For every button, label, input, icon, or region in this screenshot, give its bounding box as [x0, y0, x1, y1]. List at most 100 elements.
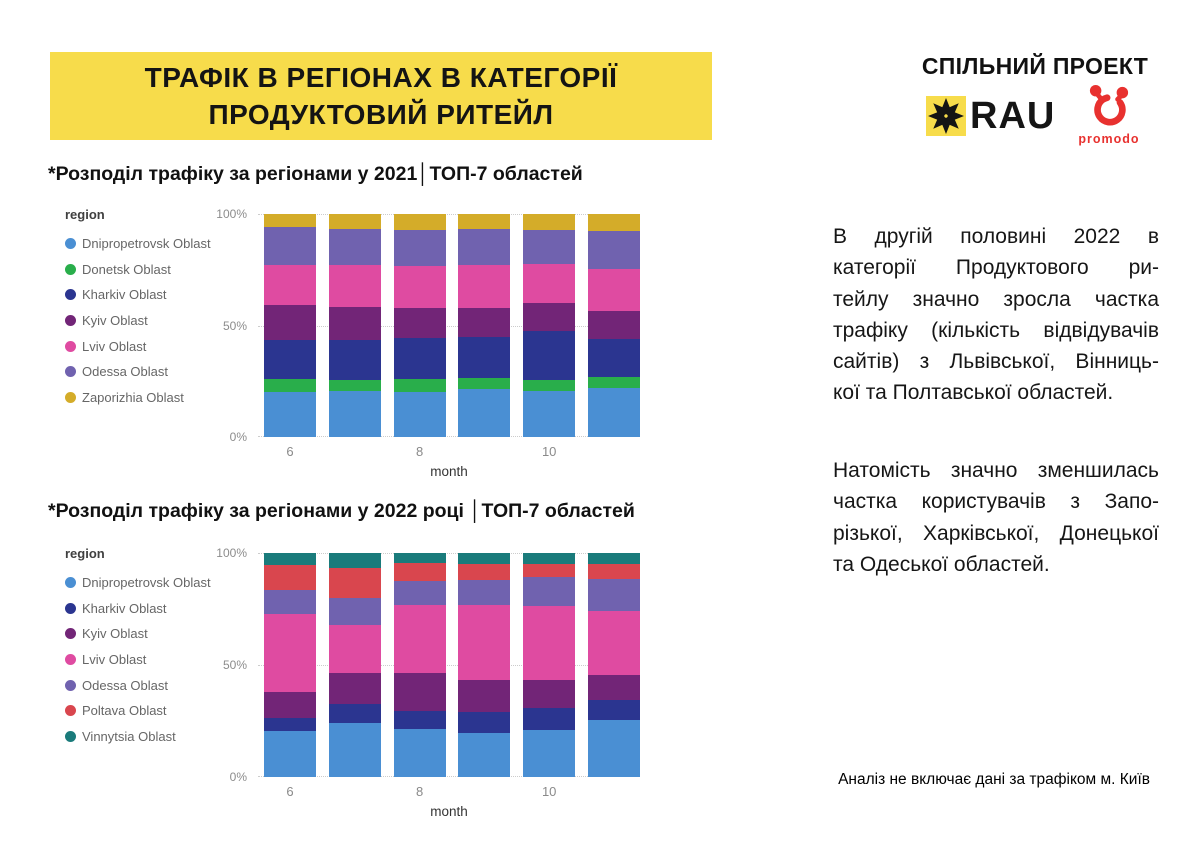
bar-segment: [328, 704, 381, 724]
bar-segment: [393, 266, 446, 308]
legend-item: Lviv Oblast: [65, 333, 245, 359]
y-tick: 0%: [229, 430, 247, 444]
text-line: різької, Харківської, Донецької: [833, 521, 1159, 545]
x-tick: [588, 444, 640, 459]
legend-label: Odessa Oblast: [82, 677, 168, 693]
chart-2022-plot: 100% 50% 0% 6 8 10 month: [216, 546, 640, 819]
legend-item: Kyiv Oblast: [65, 621, 245, 647]
bar-segment: [393, 672, 446, 711]
bar-segment: [393, 229, 446, 267]
legend-item: Dnipropetrovsk Oblast: [65, 570, 245, 596]
legend-label: Kharkiv Oblast: [82, 600, 167, 616]
legend-dot-icon: [65, 366, 76, 378]
text-line: частка користувачів з Запо-: [833, 490, 1159, 514]
legend-dot-icon: [65, 238, 76, 250]
bar-segment: [393, 337, 446, 380]
bar-segment: [328, 228, 381, 266]
bar-segment: [587, 311, 640, 339]
promodo-logo-text: promodo: [1078, 132, 1140, 146]
bar-segment: [328, 214, 381, 229]
bar-segment: [393, 563, 446, 582]
bar-segment: [523, 264, 576, 304]
x-tick: 8: [415, 784, 424, 799]
bar-segment: [393, 581, 446, 605]
text-line: тейлу значно зросла частка: [833, 287, 1159, 311]
partner-project-label: СПІЛЬНИЙ ПРОЕКТ: [921, 53, 1149, 79]
legend-label: Lviv Oblast: [82, 652, 147, 668]
bar-segment: [587, 338, 640, 377]
insight-paragraph-2: Натомість значно зменшилась частка корист…: [833, 455, 1159, 580]
text-line: трафіку (кількість відвідувачів: [833, 318, 1159, 342]
legend-label: Dnipropetrovsk Oblast: [82, 236, 211, 252]
bar-segment: [393, 553, 446, 564]
bar-segment: [393, 307, 446, 338]
text-line: В другій половині 2022 в: [833, 225, 1159, 248]
rau-logo: RAU: [926, 96, 1055, 136]
gridline-50: [258, 325, 640, 327]
legend-item: Kharkiv Oblast: [65, 596, 245, 622]
bar-segment: [328, 391, 381, 437]
stacked-bar-month-6: [264, 553, 316, 777]
stacked-bar-month-7: [328, 214, 381, 437]
x-axis-label: month: [430, 464, 468, 479]
legend-dot-icon: [65, 730, 76, 742]
bar-segment: [264, 305, 316, 341]
bar-segment: [264, 613, 316, 692]
legend-dot-icon: [65, 705, 76, 717]
bar-segment: [523, 303, 576, 332]
legend-dot-icon: [65, 391, 76, 403]
stacked-bar-month-9: [458, 553, 511, 777]
stacked-bar-month-10: [523, 214, 576, 437]
stacked-bar-month-6: [264, 214, 316, 437]
y-axis-ticks: 100% 50% 0%: [202, 546, 252, 784]
bar-segment: [458, 564, 511, 580]
x-tick: 10: [541, 444, 557, 459]
legend-item: Odessa Oblast: [65, 359, 245, 385]
bar-segment: [393, 604, 446, 673]
bar-segment: [523, 391, 576, 437]
bar-segment: [587, 387, 640, 437]
text-line: сайтів) з Львівської, Вінниць-: [833, 350, 1159, 374]
stacked-bar-month-8: [393, 214, 446, 437]
bar-segment: [393, 710, 446, 729]
bar-segment: [264, 565, 316, 590]
bar-segment: [328, 672, 381, 705]
legend-item: Zaporizhia Oblast: [65, 385, 245, 411]
legend-dot-icon: [65, 577, 76, 589]
bar-segment: [328, 380, 381, 392]
x-tick: [329, 784, 381, 799]
stacked-bar-month-8: [393, 553, 446, 777]
bar-segment: [458, 553, 511, 565]
bar-segment: [264, 691, 316, 718]
legend-label: Donetsk Oblast: [82, 261, 171, 277]
x-tick: [329, 444, 381, 459]
bar-segment: [523, 679, 576, 708]
x-axis-label: month: [430, 804, 468, 819]
bar-segment: [264, 731, 316, 777]
legend-item: Vinnytsia Oblast: [65, 724, 245, 750]
bar-segment: [264, 590, 316, 614]
legend-item: Lviv Oblast: [65, 647, 245, 673]
bar-segment: [264, 379, 316, 393]
y-axis-ticks: 100% 50% 0%: [202, 207, 252, 444]
legend-label: Zaporizhia Oblast: [82, 389, 184, 405]
bar-segment: [523, 729, 576, 777]
bar-segment: [328, 553, 381, 568]
bar-segment: [523, 229, 576, 265]
x-tick: [588, 784, 640, 799]
bar-segment: [523, 214, 576, 230]
legend-label: Odessa Oblast: [82, 364, 168, 380]
legend-dot-icon: [65, 263, 76, 275]
bar-segment: [458, 679, 511, 713]
legend-item: Kharkiv Oblast: [65, 282, 245, 308]
bar-segment: [264, 214, 316, 228]
y-tick: 50%: [222, 658, 247, 672]
gridline-100: [258, 214, 640, 215]
y-tick: 100%: [216, 546, 247, 560]
bar-segment: [264, 553, 316, 566]
bar-segment: [458, 604, 511, 680]
chart-2021-plot: 100% 50% 0% 6 8 10 month: [216, 207, 640, 479]
footnote: Аналіз не включає дані за трафіком м. Ки…: [838, 771, 1150, 788]
text-line: кої та Полтавської областей.: [833, 381, 1114, 405]
